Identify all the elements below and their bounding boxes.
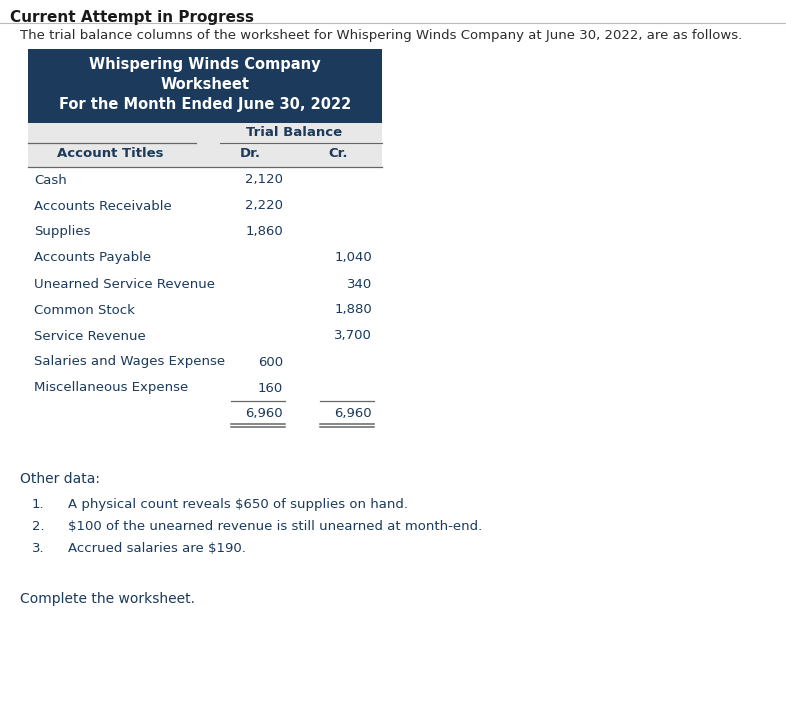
- Text: 1,860: 1,860: [245, 226, 283, 239]
- Text: Supplies: Supplies: [34, 226, 90, 239]
- Text: 1.: 1.: [32, 498, 45, 511]
- Bar: [28, 49, 382, 123]
- Text: Accounts Payable: Accounts Payable: [34, 252, 151, 265]
- Text: The trial balance columns of the worksheet for Whispering Winds Company at June : The trial balance columns of the workshe…: [20, 29, 742, 42]
- Text: Complete the worksheet.: Complete the worksheet.: [20, 592, 195, 606]
- Text: For the Month Ended June 30, 2022: For the Month Ended June 30, 2022: [59, 97, 351, 112]
- Text: Dr.: Dr.: [240, 147, 260, 160]
- Text: Miscellaneous Expense: Miscellaneous Expense: [34, 381, 189, 394]
- Text: 340: 340: [347, 277, 372, 290]
- Text: Common Stock: Common Stock: [34, 303, 135, 316]
- Text: Unearned Service Revenue: Unearned Service Revenue: [34, 277, 215, 290]
- Bar: [28, 143, 382, 167]
- Text: A physical count reveals $650 of supplies on hand.: A physical count reveals $650 of supplie…: [68, 498, 408, 511]
- Text: $100 of the unearned revenue is still unearned at month-end.: $100 of the unearned revenue is still un…: [68, 520, 483, 533]
- Text: 3.: 3.: [32, 542, 45, 555]
- Text: 3,700: 3,700: [334, 330, 372, 343]
- Text: 6,960: 6,960: [245, 407, 283, 420]
- Text: Account Titles: Account Titles: [57, 147, 163, 160]
- Text: 2.: 2.: [32, 520, 45, 533]
- Text: Worksheet: Worksheet: [160, 77, 249, 92]
- Text: 6,960: 6,960: [334, 407, 372, 420]
- Text: Accounts Receivable: Accounts Receivable: [34, 199, 172, 212]
- Text: Cr.: Cr.: [329, 147, 347, 160]
- Text: Salaries and Wages Expense: Salaries and Wages Expense: [34, 356, 225, 369]
- Text: 600: 600: [258, 356, 283, 369]
- Text: Whispering Winds Company: Whispering Winds Company: [89, 57, 321, 72]
- Text: 1,880: 1,880: [334, 303, 372, 316]
- Text: Other data:: Other data:: [20, 472, 100, 486]
- Bar: [28, 123, 382, 143]
- Text: Service Revenue: Service Revenue: [34, 330, 145, 343]
- Text: Cash: Cash: [34, 174, 67, 186]
- Text: Accrued salaries are $190.: Accrued salaries are $190.: [68, 542, 246, 555]
- Text: Trial Balance: Trial Balance: [246, 126, 342, 139]
- Text: 2,220: 2,220: [245, 199, 283, 212]
- Text: 160: 160: [258, 381, 283, 394]
- Text: 1,040: 1,040: [334, 252, 372, 265]
- Text: Current Attempt in Progress: Current Attempt in Progress: [10, 10, 254, 25]
- Text: 2,120: 2,120: [245, 174, 283, 186]
